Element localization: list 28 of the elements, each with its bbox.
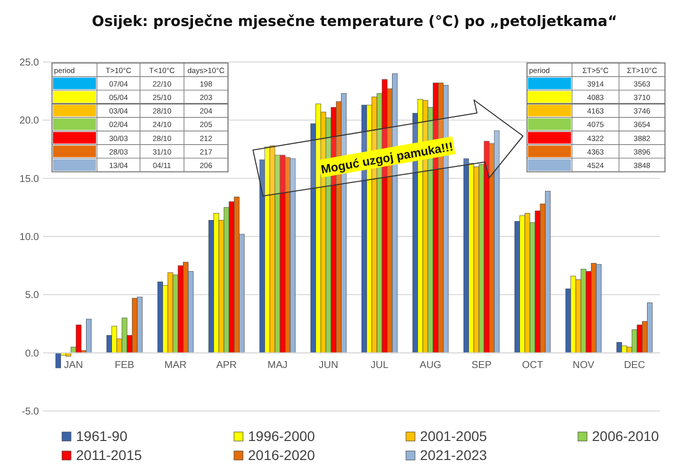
legend-label: 2021-2023: [420, 447, 488, 463]
x-tick-label: APR: [216, 360, 237, 371]
legend-label: 2011-2015: [76, 447, 142, 463]
x-tick-label: SEP: [471, 360, 492, 371]
x-tick-label: JUN: [318, 360, 338, 371]
y-tick-label: 0.0: [25, 348, 40, 360]
y-tick-label: 10.0: [20, 232, 40, 243]
legend-label: 2016-2020: [248, 447, 316, 463]
chart-title: Osijek: prosječne mjesečne temperature (°C) po „petoljetkama“: [92, 14, 618, 30]
x-tick-label: AUG: [420, 360, 442, 371]
annotation: Moguć uzgoj pamuka!!!: [320, 139, 454, 177]
x-tick-label: FEB: [114, 360, 135, 371]
y-tick-label: 15.0: [20, 174, 40, 185]
x-tick-label: NOV: [572, 360, 595, 371]
x-tick-label: MAR: [164, 360, 187, 371]
y-tick-label: 25.0: [20, 58, 40, 68]
legend-label: 2001-2005: [420, 428, 488, 444]
x-tick-label: JAN: [64, 360, 83, 371]
x-tick-label: OCT: [522, 360, 544, 371]
y-tick-label: 20.0: [20, 116, 40, 127]
legend-label: 1961-90: [76, 428, 128, 444]
x-tick-label: JUL: [370, 360, 389, 371]
legend-label: 1996-2000: [248, 428, 316, 444]
y-tick-label: 5.0: [25, 290, 40, 302]
legend-label: 2006-2010: [592, 428, 660, 444]
x-tick-label: DEC: [624, 360, 646, 371]
y-tick-label: -5.0: [22, 406, 40, 418]
x-tick-label: MAJ: [268, 360, 288, 371]
